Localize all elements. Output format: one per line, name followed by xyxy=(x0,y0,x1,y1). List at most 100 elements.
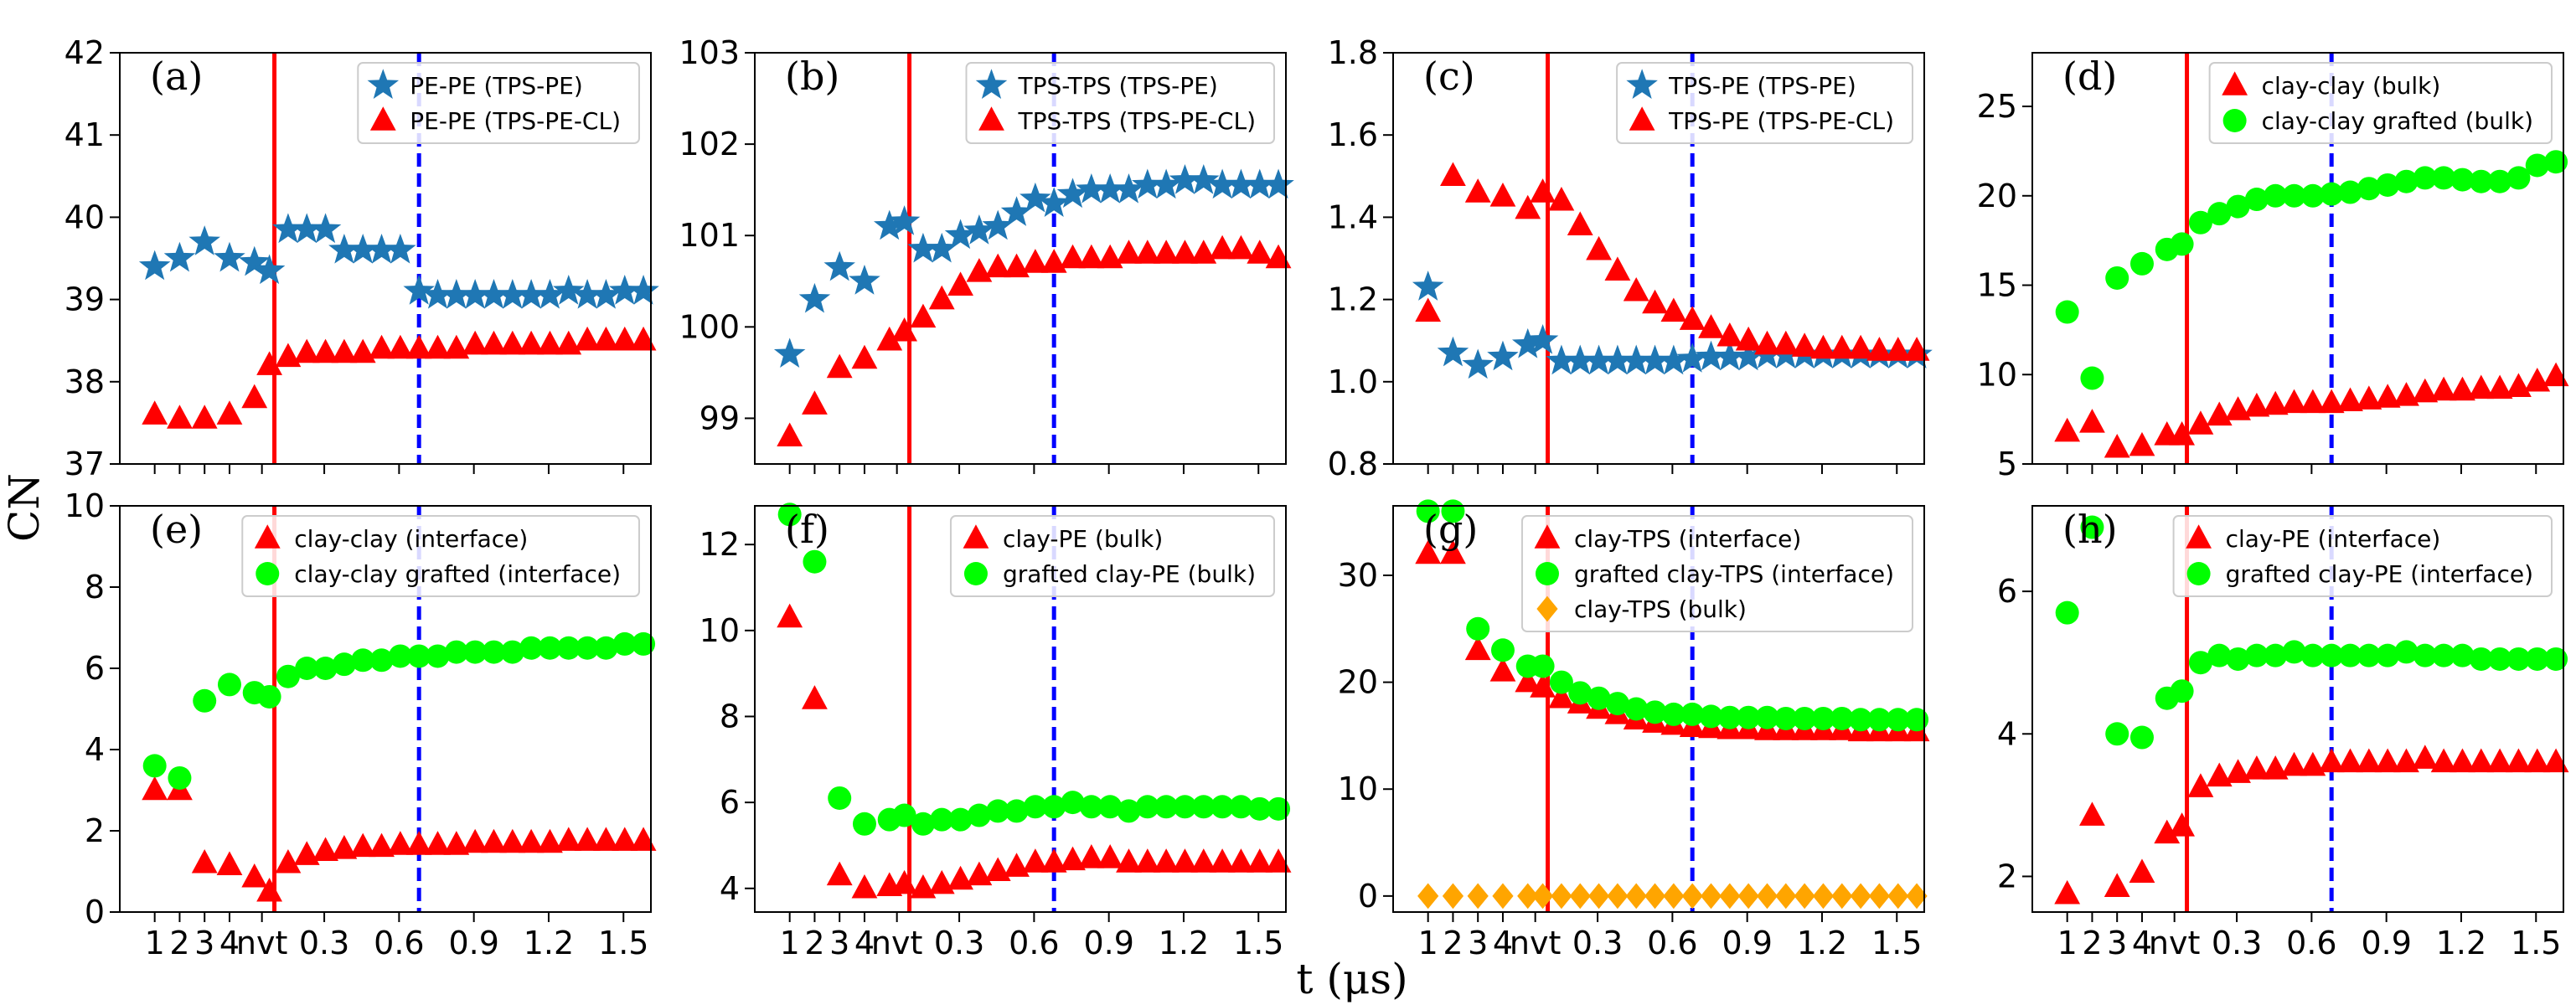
x-tick-label: 0.3 xyxy=(1572,925,1623,961)
marker-star xyxy=(1511,327,1544,358)
marker-diamond xyxy=(1644,883,1666,910)
marker-circle xyxy=(2357,177,2381,201)
marker-triangle xyxy=(2054,417,2081,442)
marker-triangle xyxy=(2450,376,2475,401)
marker-triangle xyxy=(1829,334,1856,359)
y-tick-label: 1.4 xyxy=(1328,198,1378,235)
y-tick-label: 4 xyxy=(85,731,105,768)
marker-triangle xyxy=(2262,390,2289,415)
marker-circle xyxy=(1643,700,1667,724)
marker-triangle xyxy=(2104,433,2130,458)
marker-triangle xyxy=(2468,374,2495,399)
marker-diamond xyxy=(1906,883,1928,910)
legend-label: PE-PE (TPS-PE) xyxy=(410,72,582,100)
y-tick-label: 6 xyxy=(720,784,740,821)
marker-circle xyxy=(1587,686,1611,710)
marker-triangle xyxy=(1153,240,1180,264)
marker-circle xyxy=(1793,706,1817,730)
marker-triangle xyxy=(2079,801,2105,826)
marker-triangle xyxy=(331,338,358,363)
marker-circle xyxy=(2506,647,2531,671)
marker-star xyxy=(1076,173,1107,204)
marker-triangle xyxy=(462,330,488,355)
marker-circle xyxy=(2506,166,2531,190)
marker-triangle xyxy=(1247,240,1273,264)
marker-triangle xyxy=(928,285,955,310)
marker-circle xyxy=(803,549,827,574)
x-tick-label: 1 xyxy=(780,925,800,961)
legend-label: grafted clay-PE (interface) xyxy=(2226,560,2533,588)
marker-diamond xyxy=(1663,883,1685,910)
marker-triangle xyxy=(2393,748,2419,773)
x-tick-label: 0.9 xyxy=(1083,925,1133,961)
marker-circle xyxy=(2544,647,2568,671)
marker-circle xyxy=(2394,169,2419,193)
marker-triangle xyxy=(2412,378,2439,403)
x-tick-label: 0.3 xyxy=(2212,925,2262,961)
marker-circle xyxy=(1191,795,1216,819)
marker-star xyxy=(291,213,323,244)
marker-triangle xyxy=(1060,244,1086,269)
marker-circle xyxy=(2170,232,2194,256)
marker-circle xyxy=(852,812,876,836)
legend-marker xyxy=(963,562,988,585)
marker-circle xyxy=(594,636,618,660)
marker-triangle xyxy=(349,832,376,858)
marker-circle xyxy=(911,812,935,836)
marker-triangle xyxy=(241,863,268,888)
marker-circle xyxy=(2300,643,2325,667)
marker-diamond xyxy=(1467,883,1489,910)
marker-circle xyxy=(2338,180,2362,204)
marker-triangle xyxy=(2154,819,2181,844)
marker-circle xyxy=(482,640,506,664)
marker-circle xyxy=(168,765,192,790)
marker-triangle xyxy=(275,343,302,368)
marker-triangle xyxy=(2300,751,2326,776)
y-tick-label: 25 xyxy=(1977,88,2017,125)
legend-marker xyxy=(1626,69,1658,99)
marker-triangle xyxy=(481,330,507,355)
marker-triangle xyxy=(826,353,853,379)
marker-star xyxy=(849,265,880,295)
marker-triangle xyxy=(443,334,470,359)
legend-label: clay-TPS (interface) xyxy=(1574,525,1801,553)
marker-triangle xyxy=(1489,657,1516,682)
legend-marker xyxy=(2222,71,2248,95)
legend-box xyxy=(2208,62,2553,144)
legend-marker xyxy=(2222,109,2247,132)
marker-triangle xyxy=(1515,194,1541,219)
marker-star xyxy=(1546,344,1577,375)
marker-triangle xyxy=(256,877,282,902)
marker-circle xyxy=(388,644,412,668)
marker-star xyxy=(309,213,342,244)
marker-triangle xyxy=(2079,409,2105,433)
legend-label: grafted clay-PE (bulk) xyxy=(1003,560,1256,588)
marker-triangle xyxy=(1642,289,1668,314)
marker-circle xyxy=(1135,795,1159,819)
marker-triangle xyxy=(1097,244,1123,269)
marker-star xyxy=(272,213,304,244)
marker-star xyxy=(1132,168,1164,199)
y-tick-label: 41 xyxy=(65,116,105,153)
marker-diamond xyxy=(1625,883,1647,910)
marker-circle xyxy=(351,648,375,673)
y-tick-label: 5 xyxy=(1997,446,2017,482)
marker-triangle xyxy=(1440,539,1466,564)
marker-diamond xyxy=(1756,883,1778,910)
marker-triangle xyxy=(1265,244,1292,269)
marker-circle xyxy=(463,640,488,664)
marker-triangle xyxy=(443,831,470,855)
marker-star xyxy=(1526,323,1559,354)
marker-star xyxy=(1732,340,1764,371)
marker-circle xyxy=(1811,706,1835,730)
marker-circle xyxy=(2207,202,2232,226)
marker-star xyxy=(553,275,585,305)
marker-circle xyxy=(500,640,524,664)
marker-triangle xyxy=(612,326,638,351)
marker-triangle xyxy=(593,326,619,351)
marker-circle xyxy=(986,799,1010,823)
